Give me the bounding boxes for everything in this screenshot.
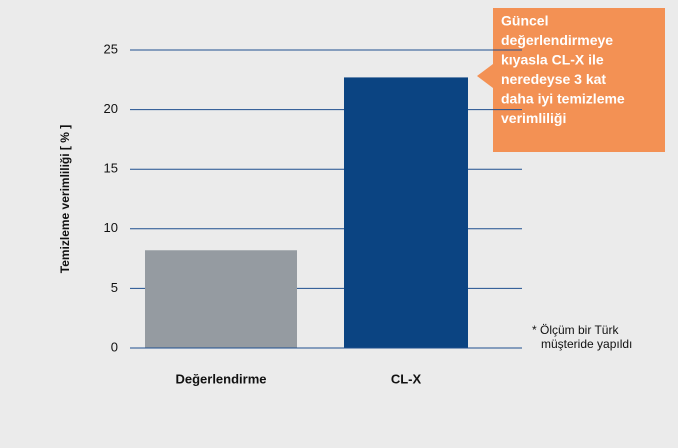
footnote: müşteride yapıldı xyxy=(541,337,632,351)
callout-text: Güncel xyxy=(501,13,548,29)
y-tick-label: 5 xyxy=(111,280,118,295)
bar xyxy=(145,250,297,348)
x-tick-label: CL-X xyxy=(391,371,422,386)
y-tick-label: 20 xyxy=(104,101,118,116)
x-tick-label: Değerlendirme xyxy=(175,371,266,386)
y-tick-label: 15 xyxy=(104,161,118,176)
callout-text: neredeyse 3 kat xyxy=(501,71,606,87)
footnote: * Ölçüm bir Türk xyxy=(532,323,619,337)
y-tick-label: 0 xyxy=(111,339,118,354)
callout: Güncel değerlendirmeye kıyasla CL-X ile ner… xyxy=(477,8,665,152)
callout-box xyxy=(477,8,665,152)
y-axis-label: Temizleme verimliliği [ % ] xyxy=(58,125,72,274)
callout-text: değerlendirmeye xyxy=(501,32,613,48)
callout-text: daha iyi temizleme xyxy=(501,91,625,107)
callout-text: verimliliği xyxy=(501,110,566,126)
y-tick-label: 10 xyxy=(104,220,118,235)
y-tick-label: 25 xyxy=(104,41,118,56)
bar xyxy=(344,77,468,348)
callout-text: kıyasla CL-X ile xyxy=(501,52,604,68)
